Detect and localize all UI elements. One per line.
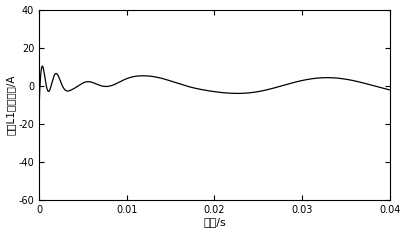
X-axis label: 时间/s: 时间/s [202,217,225,227]
Y-axis label: 线路L1变换电流/A: 线路L1变换电流/A [6,74,15,135]
